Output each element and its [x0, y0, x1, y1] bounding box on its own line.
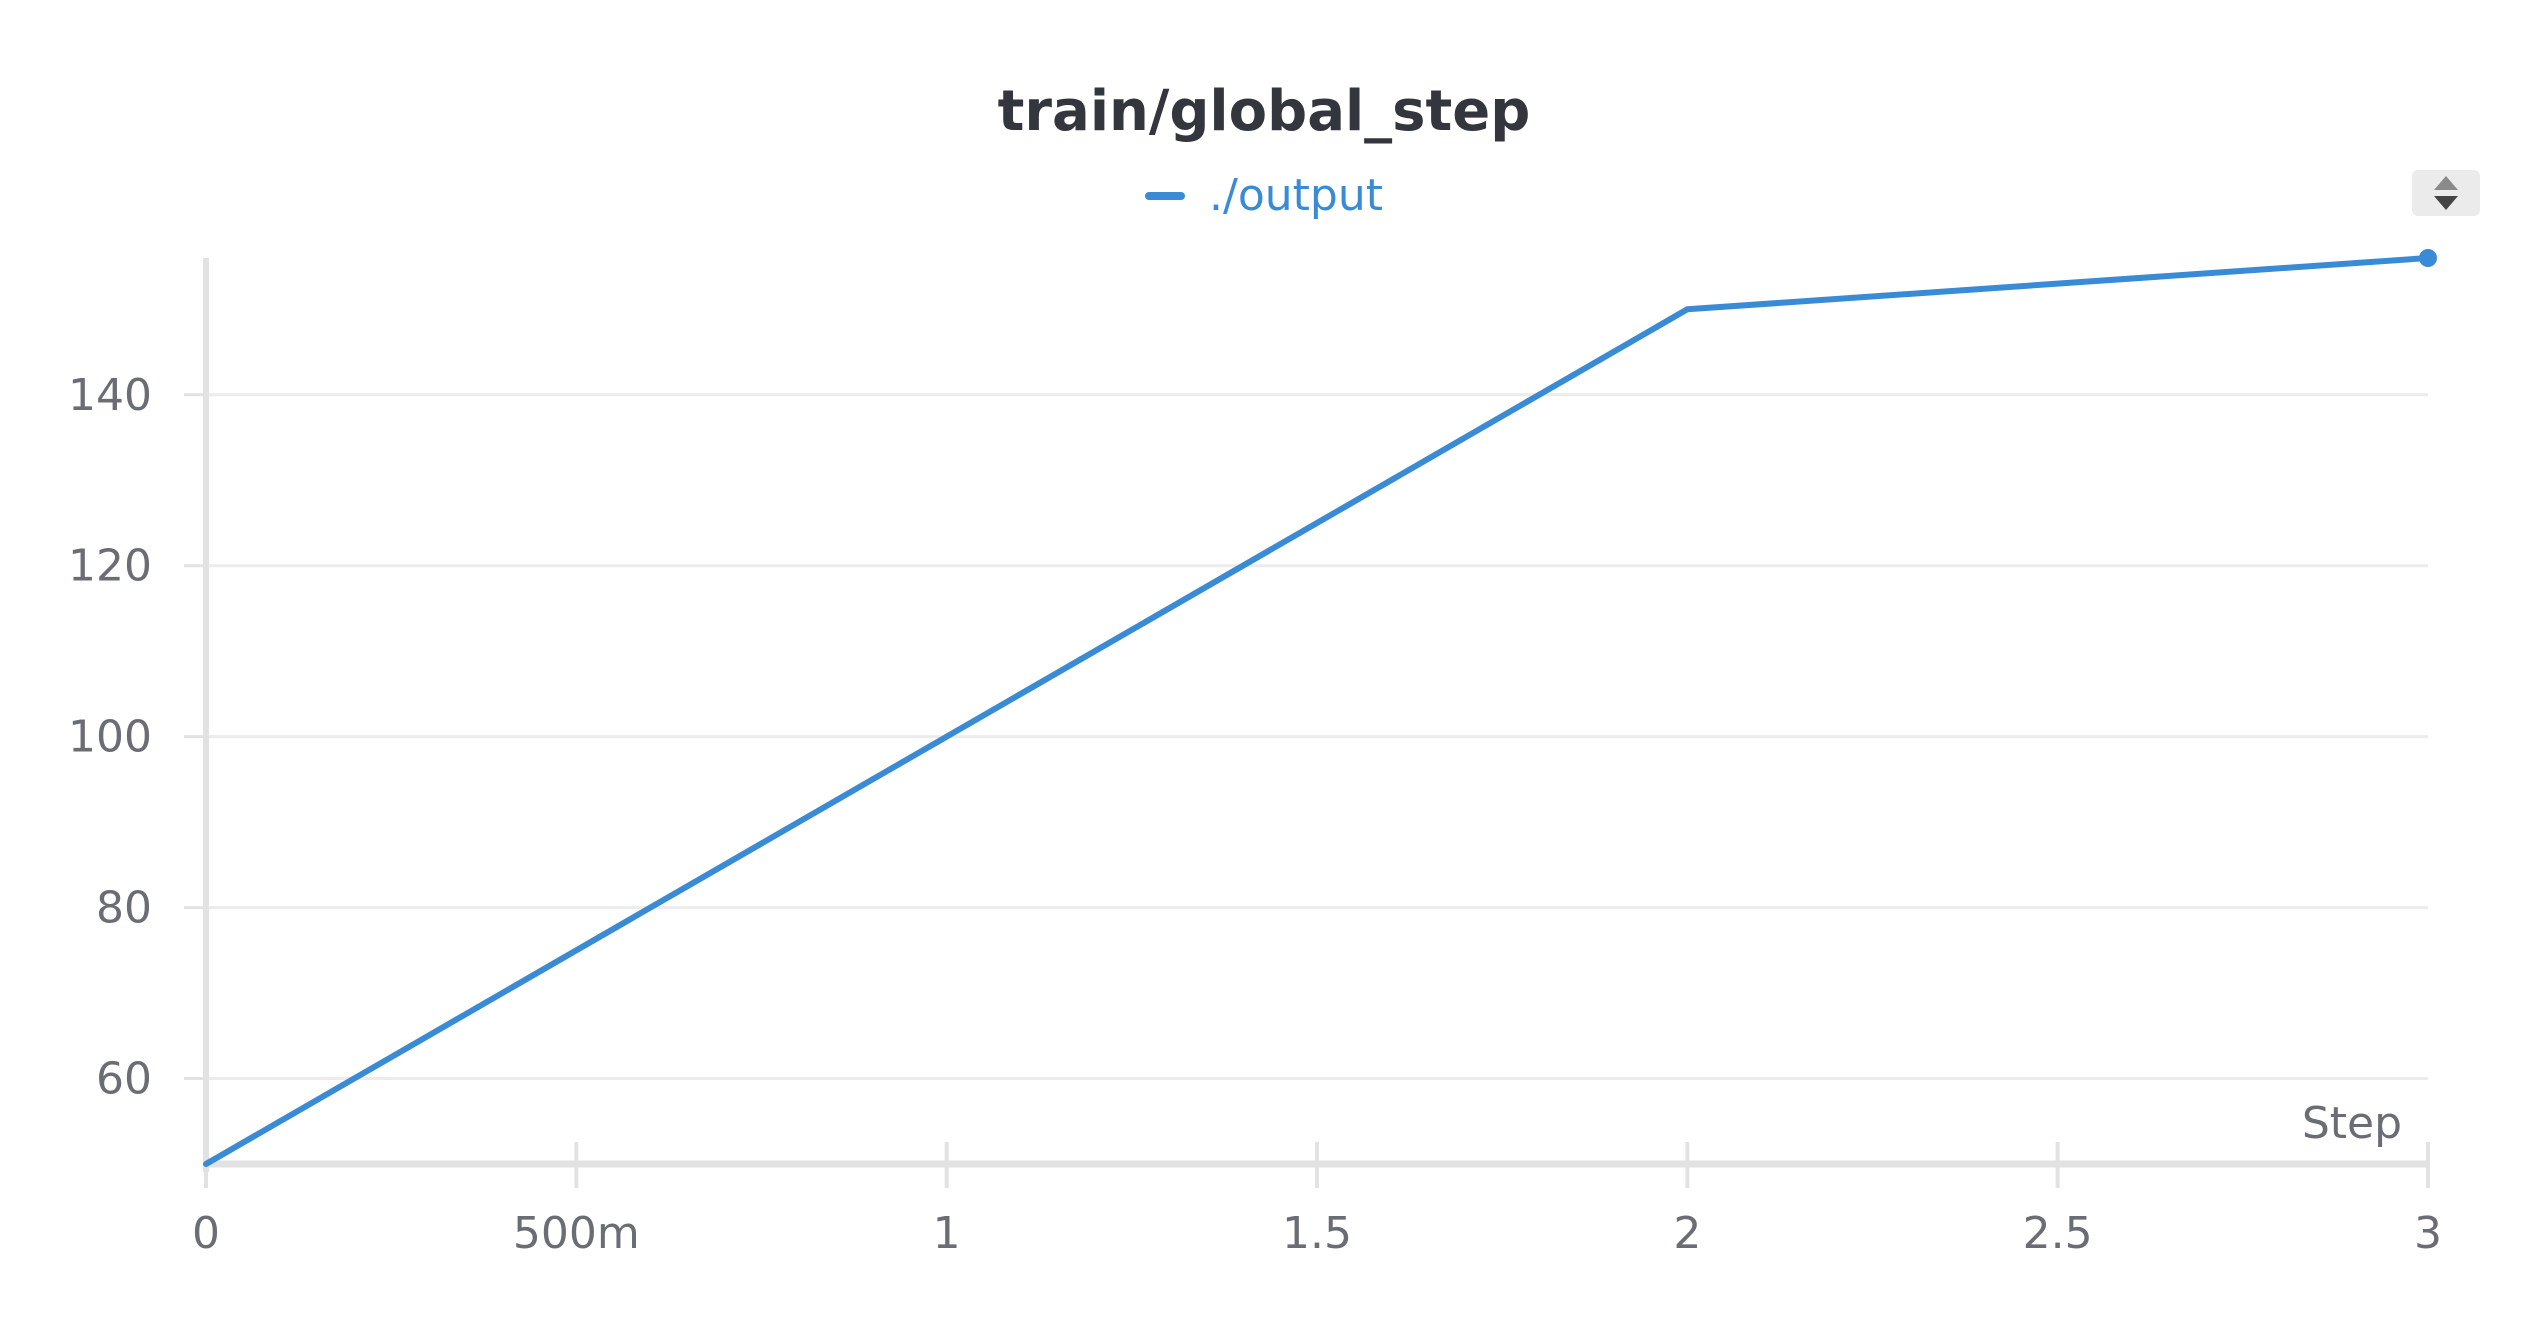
x-tick-label-2.5: 2.5: [2023, 1208, 2093, 1259]
series-layer: [203, 249, 2437, 1167]
x-tick-label-500m: 500m: [513, 1208, 640, 1259]
series-0-point-2: [2419, 249, 2437, 267]
label-layer: 60 80 100 120 140 0 500m 1 1.5 2 2.5 3 Step: [68, 370, 2442, 1259]
y-tick-label-80: 80: [96, 883, 152, 934]
sort-up-arrow-icon: [2434, 176, 2458, 190]
legend[interactable]: ./output: [0, 168, 2528, 224]
legend-swatch: [1145, 192, 1186, 200]
y-tick-label-120: 120: [68, 541, 152, 592]
y-tick-label-60: 60: [96, 1054, 152, 1105]
sort-up-down-icon[interactable]: [2412, 170, 2480, 216]
y-tick-label-100: 100: [68, 712, 152, 763]
grid-layer: [206, 393, 2428, 1081]
x-tick-label-2: 2: [1673, 1208, 1701, 1259]
x-tick-label-1.5: 1.5: [1282, 1208, 1352, 1259]
x-tick-label-3: 3: [2414, 1208, 2442, 1259]
chart-title: train/global_step: [997, 79, 1531, 144]
sort-down-arrow-icon: [2434, 196, 2458, 210]
y-tick-label-140: 140: [68, 370, 152, 421]
axis-layer: [184, 258, 2430, 1188]
series-line-0: [203, 255, 2431, 1167]
x-tick-label-1: 1: [933, 1208, 961, 1259]
legend-label: ./output: [1209, 170, 1383, 221]
x-axis-label: Step: [2302, 1098, 2402, 1149]
x-tick-label-0: 0: [192, 1208, 220, 1259]
